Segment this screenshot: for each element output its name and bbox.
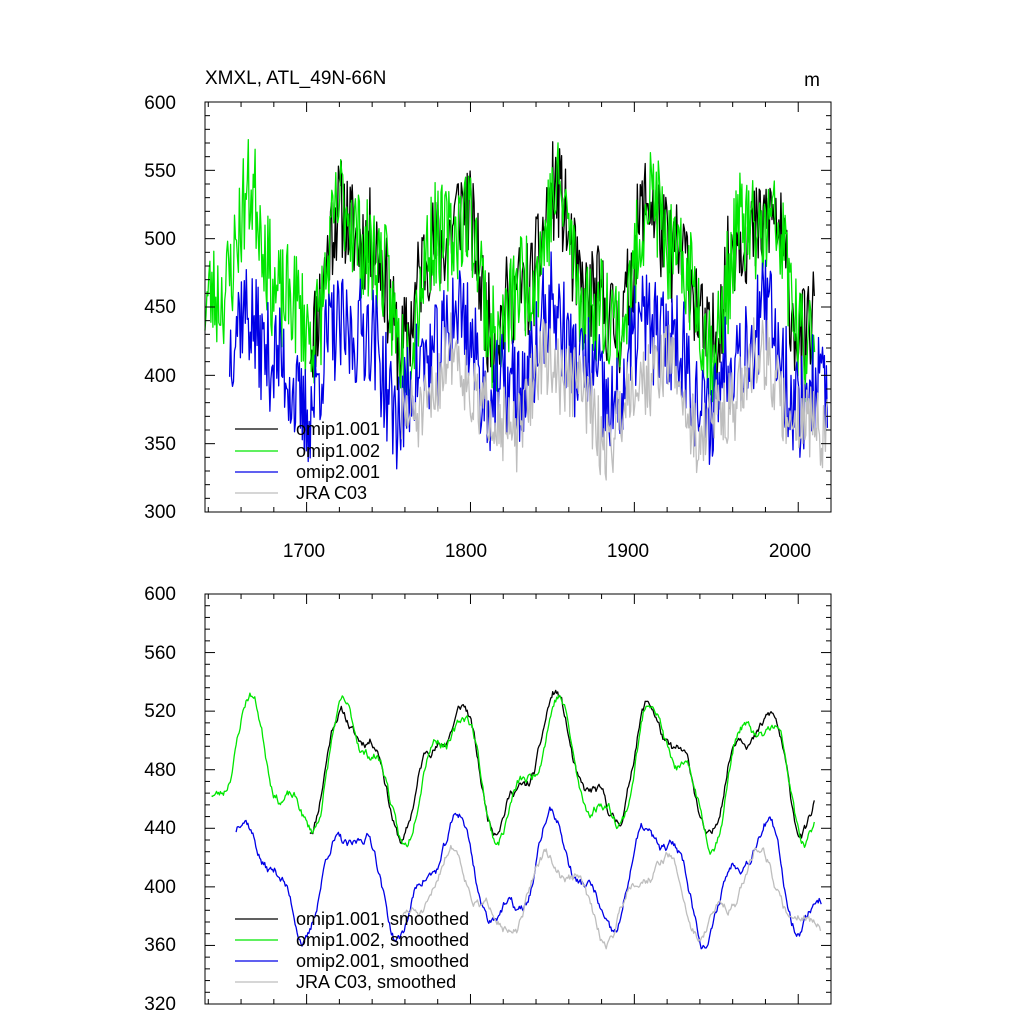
y-tick-label: 560 [144, 643, 176, 664]
x-tick-label: 1900 [607, 541, 649, 562]
legend-label: omip2.001, smoothed [296, 951, 469, 971]
panel-bottom: 320 360 400 440 480 520 560 600 omip1.00… [144, 584, 832, 1015]
series-line-omip1-002 [204, 138, 816, 403]
legend-label: omip1.002, smoothed [296, 930, 469, 950]
series-line-jra-c03-smoothed [400, 844, 822, 950]
legend-label: JRA C03 [296, 483, 367, 503]
y-tick-label: 450 [144, 297, 176, 318]
series-layer-bottom [211, 689, 822, 950]
legend-label: omip2.001 [296, 462, 380, 482]
ticks-top [205, 101, 832, 513]
y-tick-label: 480 [144, 760, 176, 781]
legend-label: JRA C03, smoothed [296, 972, 456, 992]
plot-frame-bottom [204, 593, 832, 1005]
y-tick-label: 550 [144, 161, 176, 182]
y-tick-label: 400 [144, 366, 176, 387]
x-tick-label: 1700 [283, 541, 325, 562]
legend-label: omip1.001 [296, 419, 380, 439]
legend-label: omip1.001, smoothed [296, 909, 469, 929]
y-tick-label: 520 [144, 701, 176, 722]
unit-label: m [804, 70, 820, 91]
y-tick-label: 320 [144, 994, 176, 1015]
series-line-omip2-001 [228, 251, 829, 470]
x-tick-label: 1800 [445, 541, 487, 562]
y-tick-label: 300 [144, 502, 176, 523]
y-tick-label: 600 [144, 584, 176, 605]
x-tick-label: 2000 [769, 541, 811, 562]
series-layer-top [204, 138, 829, 481]
series-line-omip2-001-smoothed [235, 806, 822, 950]
legend-label: omip1.002 [296, 441, 380, 461]
chart-title: XMXL, ATL_49N-66N [205, 68, 386, 89]
y-tick-label: 500 [144, 229, 176, 250]
legend-top: omip1.001 omip1.002 omip2.001 JRA C03 [235, 419, 380, 503]
y-tick-label: 360 [144, 935, 176, 956]
ticks-bottom [205, 593, 832, 1005]
y-tick-label: 600 [144, 93, 176, 114]
y-tick-label: 350 [144, 434, 176, 455]
legend-bottom: omip1.001, smoothed omip1.002, smoothed … [235, 909, 469, 992]
series-line-omip1-002-smoothed [211, 692, 815, 855]
series-line-jra-c03 [400, 312, 829, 481]
series-line-omip1-001-smoothed [309, 689, 815, 845]
panel-top: XMXL, ATL_49N-66N m 300 350 400 450 500 … [144, 68, 832, 562]
y-tick-label: 400 [144, 877, 176, 898]
y-tick-label: 440 [144, 818, 176, 839]
